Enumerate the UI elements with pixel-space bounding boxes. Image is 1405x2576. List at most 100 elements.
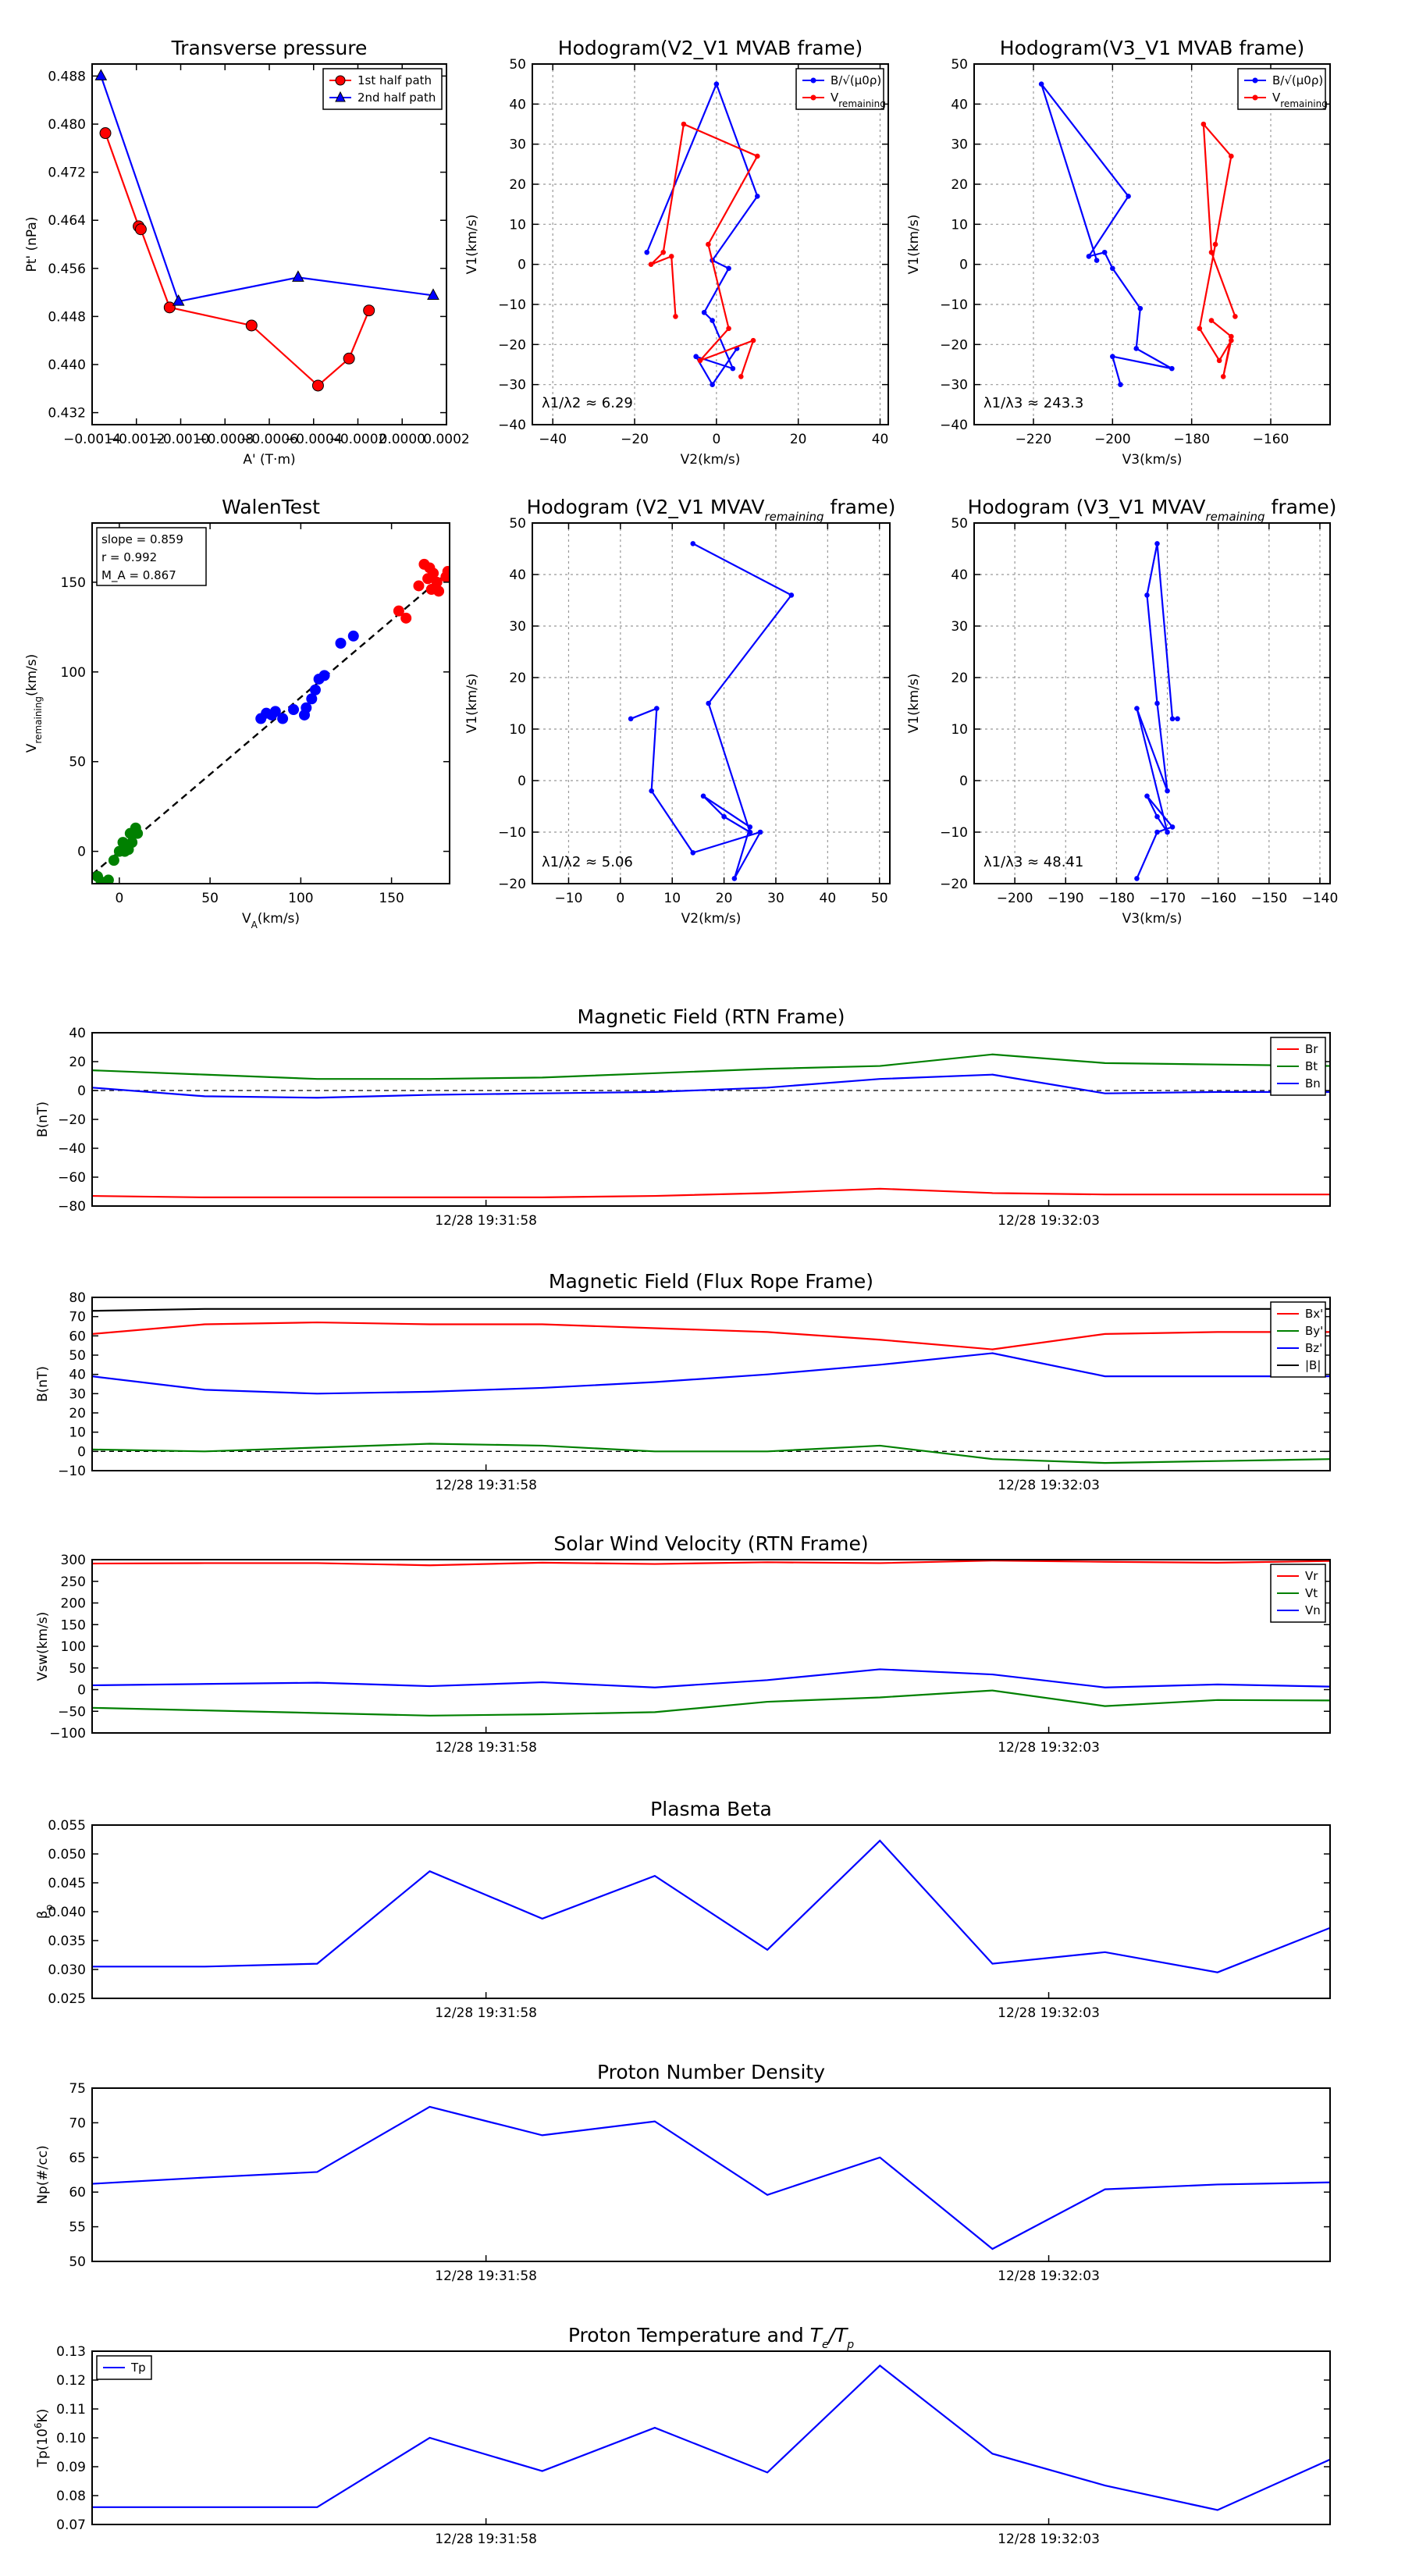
data-point xyxy=(94,69,108,80)
legend-marker xyxy=(810,77,816,84)
plot-area xyxy=(92,1560,1330,1717)
data-point xyxy=(442,566,450,578)
data-point xyxy=(747,829,753,835)
y-tick-label: 40 xyxy=(69,1368,86,1383)
x-tick-label: −200 xyxy=(1094,432,1131,447)
series-line xyxy=(92,1187,1330,1199)
y-tick-label: 0.045 xyxy=(48,1876,86,1891)
y-axis-label: Pt' (nPa) xyxy=(24,217,40,272)
data-point xyxy=(649,788,654,794)
series-line xyxy=(92,1308,1330,1312)
data-point xyxy=(700,793,706,799)
x-tick-label: −0.0010 xyxy=(152,432,210,447)
data-point xyxy=(754,194,760,199)
y-tick-label: 0.035 xyxy=(48,1934,86,1949)
y-tick-label: 100 xyxy=(61,1639,86,1655)
data-point xyxy=(1200,121,1207,127)
y-tick-label: −100 xyxy=(49,1726,86,1742)
data-point xyxy=(292,270,304,282)
series-line xyxy=(92,1560,1330,1567)
data-point xyxy=(660,249,667,255)
x-tick-label: −190 xyxy=(1048,891,1084,906)
x-tick-label: 50 xyxy=(201,891,219,906)
x-tick-label: 12/28 19:31:58 xyxy=(435,1740,537,1756)
y-tick-label: 10 xyxy=(509,217,526,233)
y-tick-label: −10 xyxy=(498,297,526,313)
y-tick-label: 30 xyxy=(509,137,526,153)
data-point xyxy=(1133,346,1140,351)
data-point xyxy=(1110,265,1115,272)
series-line xyxy=(92,1443,1330,1464)
y-tick-label: 50 xyxy=(509,57,526,73)
data-point xyxy=(301,702,312,713)
x-tick-label: −140 xyxy=(1302,891,1339,906)
legend-label: Bt xyxy=(1305,1059,1318,1073)
data-point xyxy=(1208,249,1215,255)
y-tick-label: −60 xyxy=(58,1170,86,1186)
plot-area xyxy=(644,81,760,387)
x-tick-label: −180 xyxy=(1098,891,1135,906)
data-point xyxy=(309,684,321,696)
plot-area xyxy=(628,541,795,881)
legend-label: 1st half path xyxy=(357,73,432,87)
y-axis-label: Vremaining(km/s) xyxy=(24,654,44,753)
data-point xyxy=(757,829,763,835)
legend: 1st half path 2nd half path xyxy=(322,68,443,110)
data-point xyxy=(750,337,756,343)
title-subscript: p xyxy=(846,2339,854,2351)
y-tick-label: 0 xyxy=(77,1083,86,1099)
data-point xyxy=(431,576,443,588)
series--b- xyxy=(92,1308,1330,1312)
y-tick-label: 10 xyxy=(509,722,526,738)
y-tick-label: −20 xyxy=(940,877,968,892)
plot-frame xyxy=(532,63,889,425)
x-tick-label: −10 xyxy=(555,891,583,906)
y-axis-label: βp xyxy=(35,1905,55,1919)
plot-frame xyxy=(532,522,891,884)
data-point xyxy=(1110,354,1115,360)
plot-area xyxy=(92,2105,1330,2250)
y-tick-label: 0.448 xyxy=(48,309,86,325)
data-point xyxy=(1154,541,1160,546)
data-point xyxy=(681,121,687,127)
x-tick-label: −0.0012 xyxy=(108,432,165,447)
x-tick-label: 0 xyxy=(712,432,720,447)
y-tick-label: −80 xyxy=(58,1199,86,1215)
y-tick-label: 50 xyxy=(951,57,968,73)
data-point xyxy=(99,127,112,140)
y-tick-label: 50 xyxy=(509,516,526,532)
y-tick-label: 0.488 xyxy=(48,69,86,84)
x-tick-label: −180 xyxy=(1173,432,1210,447)
y-tick-label: 10 xyxy=(69,1425,86,1441)
data-point xyxy=(726,326,731,332)
data-point xyxy=(134,223,147,236)
y-tick-label: 0.055 xyxy=(48,1818,86,1834)
series-v-remaining xyxy=(1134,541,1180,881)
series-line xyxy=(92,1689,1330,1717)
series-2nd-half-path xyxy=(94,69,439,306)
series-bt xyxy=(92,1053,1330,1080)
x-tick-label: 12/28 19:32:03 xyxy=(998,1478,1100,1493)
x-tick-label: 12/28 19:31:58 xyxy=(435,2005,537,2021)
y-tick-label: 0.050 xyxy=(48,1847,86,1863)
fit-line xyxy=(92,570,450,876)
data-point xyxy=(788,592,795,598)
y-tick-label: 0.09 xyxy=(56,2460,86,2475)
chart-ts_tp: Proton Temperature and Te/Tp 0.07 0.08 0.09… xyxy=(33,2324,1331,2547)
chart-ts_beta: Plasma Beta 0.025 0.030 0.035 0.040 0.045 0.05… xyxy=(35,1798,1331,2021)
chart-ts_np: Proton Number Density 50 55 60 65 70 75 12/28 1… xyxy=(35,2061,1331,2284)
plot-frame xyxy=(973,63,1331,425)
chart-title: WalenTest xyxy=(222,496,320,518)
series-line xyxy=(92,2364,1330,2511)
data-point xyxy=(1220,374,1226,379)
data-point xyxy=(673,314,678,319)
x-tick-label: −200 xyxy=(997,891,1033,906)
y-tick-label: −20 xyxy=(58,1112,86,1128)
series-v-remaining xyxy=(1197,121,1238,379)
data-point xyxy=(413,580,425,592)
title-text: Proton Temperature and xyxy=(568,2324,810,2347)
series-v-remaining xyxy=(628,541,795,881)
legend-label: B/√(μ0ρ) xyxy=(1272,73,1323,87)
y-axis-label: Vsw(km/s) xyxy=(35,1612,51,1681)
